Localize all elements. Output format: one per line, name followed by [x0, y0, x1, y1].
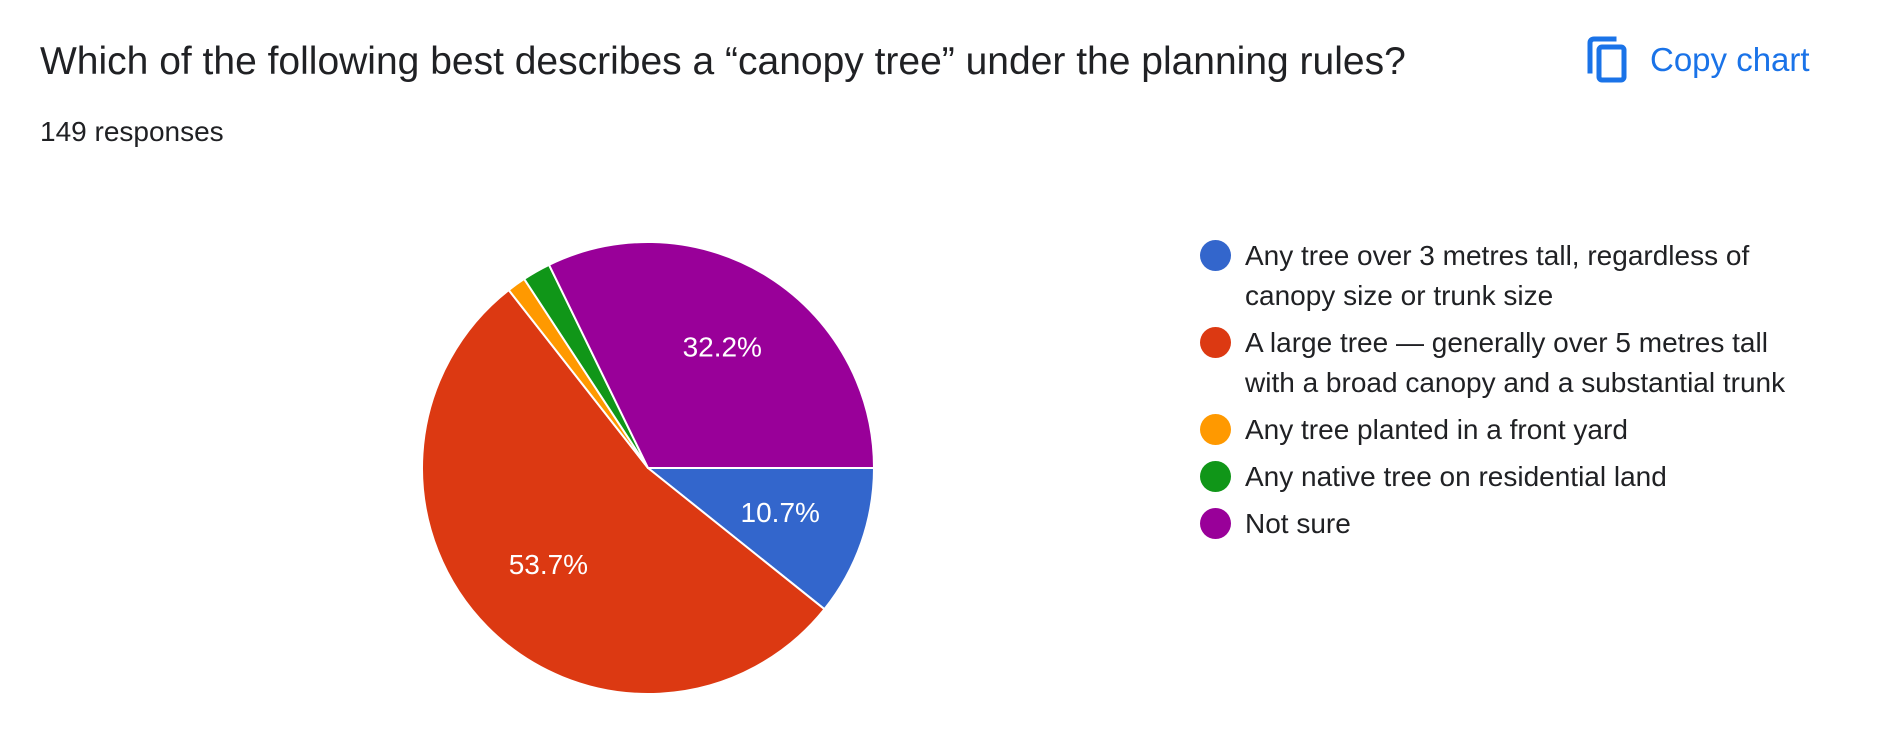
- chart-header: Which of the following best describes a …: [40, 38, 1540, 86]
- legend-item[interactable]: Any native tree on residential land: [1200, 457, 1800, 497]
- legend-item[interactable]: Any tree over 3 metres tall, regardless …: [1200, 236, 1800, 316]
- legend-swatch: [1200, 240, 1231, 271]
- pie-slice-0[interactable]: [647, 467, 875, 611]
- legend-label: Any tree planted in a front yard: [1245, 414, 1628, 445]
- legend-swatch: [1200, 327, 1231, 358]
- response-count: 149 responses: [40, 116, 224, 147]
- chart-legend: Any tree over 3 metres tall, regardless …: [1200, 236, 1800, 551]
- legend-label: Not sure: [1245, 508, 1351, 539]
- pie-slice-4[interactable]: [548, 241, 875, 469]
- slice-percent-label-0: 10.7%: [741, 497, 820, 528]
- copy-icon: [1584, 35, 1628, 85]
- legend-label: Any native tree on residential land: [1245, 461, 1667, 492]
- legend-item[interactable]: Not sure: [1200, 504, 1800, 544]
- question-title: Which of the following best describes a …: [40, 40, 1406, 83]
- legend-swatch: [1200, 461, 1231, 492]
- slice-percent-label-1: 53.7%: [509, 549, 588, 580]
- slice-percent-label-4: 32.2%: [683, 332, 762, 363]
- copy-chart-label: Copy chart: [1650, 41, 1810, 78]
- legend-item[interactable]: Any tree planted in a front yard: [1200, 410, 1800, 450]
- copy-chart-button[interactable]: Copy chart: [1570, 30, 1824, 90]
- legend-swatch: [1200, 414, 1231, 445]
- legend-item[interactable]: A large tree — generally over 5 metres t…: [1200, 323, 1800, 403]
- legend-label: Any tree over 3 metres tall, regardless …: [1245, 240, 1750, 311]
- pie-slice-1[interactable]: [421, 289, 826, 695]
- legend-label: A large tree — generally over 5 metres t…: [1245, 327, 1786, 398]
- pie-chart: 10.7% 53.7% 32.2%: [421, 241, 875, 695]
- legend-swatch: [1200, 508, 1231, 539]
